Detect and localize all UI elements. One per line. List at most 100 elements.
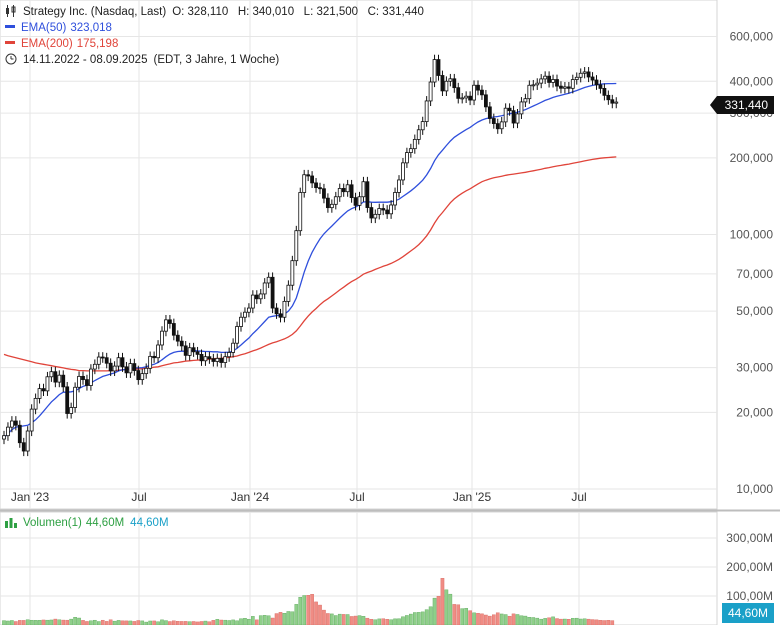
volume-bar [175, 621, 180, 625]
candle [357, 191, 362, 211]
candle [108, 358, 113, 377]
candle-body [503, 107, 508, 123]
candle-body [432, 59, 437, 83]
candlestick-icon [6, 5, 16, 17]
volume-bar [361, 616, 366, 625]
candle-body [278, 313, 283, 318]
volume-bar [480, 613, 484, 625]
candle-body [329, 203, 334, 209]
volume-bar [365, 617, 370, 625]
volume-legend: Volumen(1) 44,60M 44,60M [5, 515, 175, 531]
volume-bar [219, 619, 224, 625]
volume-bar [29, 619, 34, 625]
candle [211, 353, 216, 367]
candle-body [37, 388, 42, 399]
volume-bar [468, 610, 472, 625]
candle [61, 370, 66, 392]
candle-body [606, 94, 611, 101]
candle [318, 182, 322, 194]
candle-body [45, 376, 50, 392]
candle-body [480, 89, 484, 96]
candle [57, 370, 62, 388]
range-note: (EDT, 3 Jahre, 1 Woche) [153, 54, 280, 66]
candle [543, 71, 548, 85]
candle-body [543, 75, 548, 80]
candle-body [598, 84, 603, 89]
candle-body [602, 88, 607, 96]
volume-bar [341, 614, 346, 625]
volume-bar [563, 618, 567, 625]
candle-body [614, 101, 619, 104]
volume-bar [223, 619, 228, 625]
volume-bar [432, 597, 437, 625]
volume-label: Volumen(1) [23, 517, 82, 529]
ema50-swatch [5, 25, 15, 28]
volume-bar [527, 616, 532, 625]
volume-bar [251, 616, 255, 625]
candle-body [369, 207, 374, 219]
candle [361, 176, 366, 202]
volume-bar [594, 619, 599, 625]
candle [480, 85, 484, 100]
volume-value-2: 44,60M [130, 517, 169, 529]
candle [614, 97, 619, 109]
candle-body [563, 86, 567, 89]
volume-bar [266, 615, 271, 625]
candle-body [306, 174, 311, 177]
candle-body [424, 100, 429, 123]
candle [523, 93, 528, 108]
volume-bar [334, 615, 338, 625]
volume-bar [586, 618, 591, 625]
ema200-swatch [5, 41, 15, 44]
volume-bar [37, 620, 42, 625]
volume-bar [602, 620, 607, 625]
volume-bar [523, 615, 528, 625]
candle-body [219, 357, 224, 363]
candle [152, 351, 157, 363]
volume-bar [543, 618, 547, 625]
candle [167, 314, 172, 329]
candle [519, 97, 524, 119]
candle-body [100, 356, 105, 359]
candle [278, 308, 283, 323]
volume-bar [243, 618, 247, 625]
candle [590, 72, 595, 86]
candle-body [21, 442, 26, 452]
candle-body [120, 357, 125, 368]
candle-body [349, 184, 354, 199]
candle-body [547, 75, 551, 83]
candle-body [416, 129, 421, 140]
volume-bar [393, 618, 397, 625]
volume-bar [401, 616, 405, 625]
candle-body [25, 430, 30, 452]
candle [341, 183, 346, 197]
candle [41, 383, 46, 396]
candle-body [495, 123, 500, 130]
volume-bar [96, 621, 101, 625]
candle [322, 183, 326, 204]
volume-bar [294, 604, 299, 625]
candle-body [175, 334, 180, 342]
volume-bar [531, 617, 536, 625]
volume-bar [464, 608, 468, 625]
candle [456, 82, 461, 104]
candle-body [365, 181, 370, 208]
volume-bar [112, 620, 117, 625]
price-plot-frame [0, 0, 718, 510]
volume-bar [495, 612, 500, 625]
candle-body [57, 374, 62, 383]
candle [503, 103, 508, 127]
candle [345, 179, 350, 197]
candle [171, 318, 176, 341]
candle-body [266, 276, 271, 284]
volume-bar [286, 611, 291, 625]
candle-body [531, 84, 536, 87]
candle-body [13, 420, 18, 426]
volume-bar [318, 604, 322, 625]
volume-bar [448, 593, 453, 625]
candle-body [535, 82, 540, 86]
candle-body [539, 78, 544, 84]
volume-bar [436, 596, 441, 625]
candle-body [341, 188, 346, 193]
